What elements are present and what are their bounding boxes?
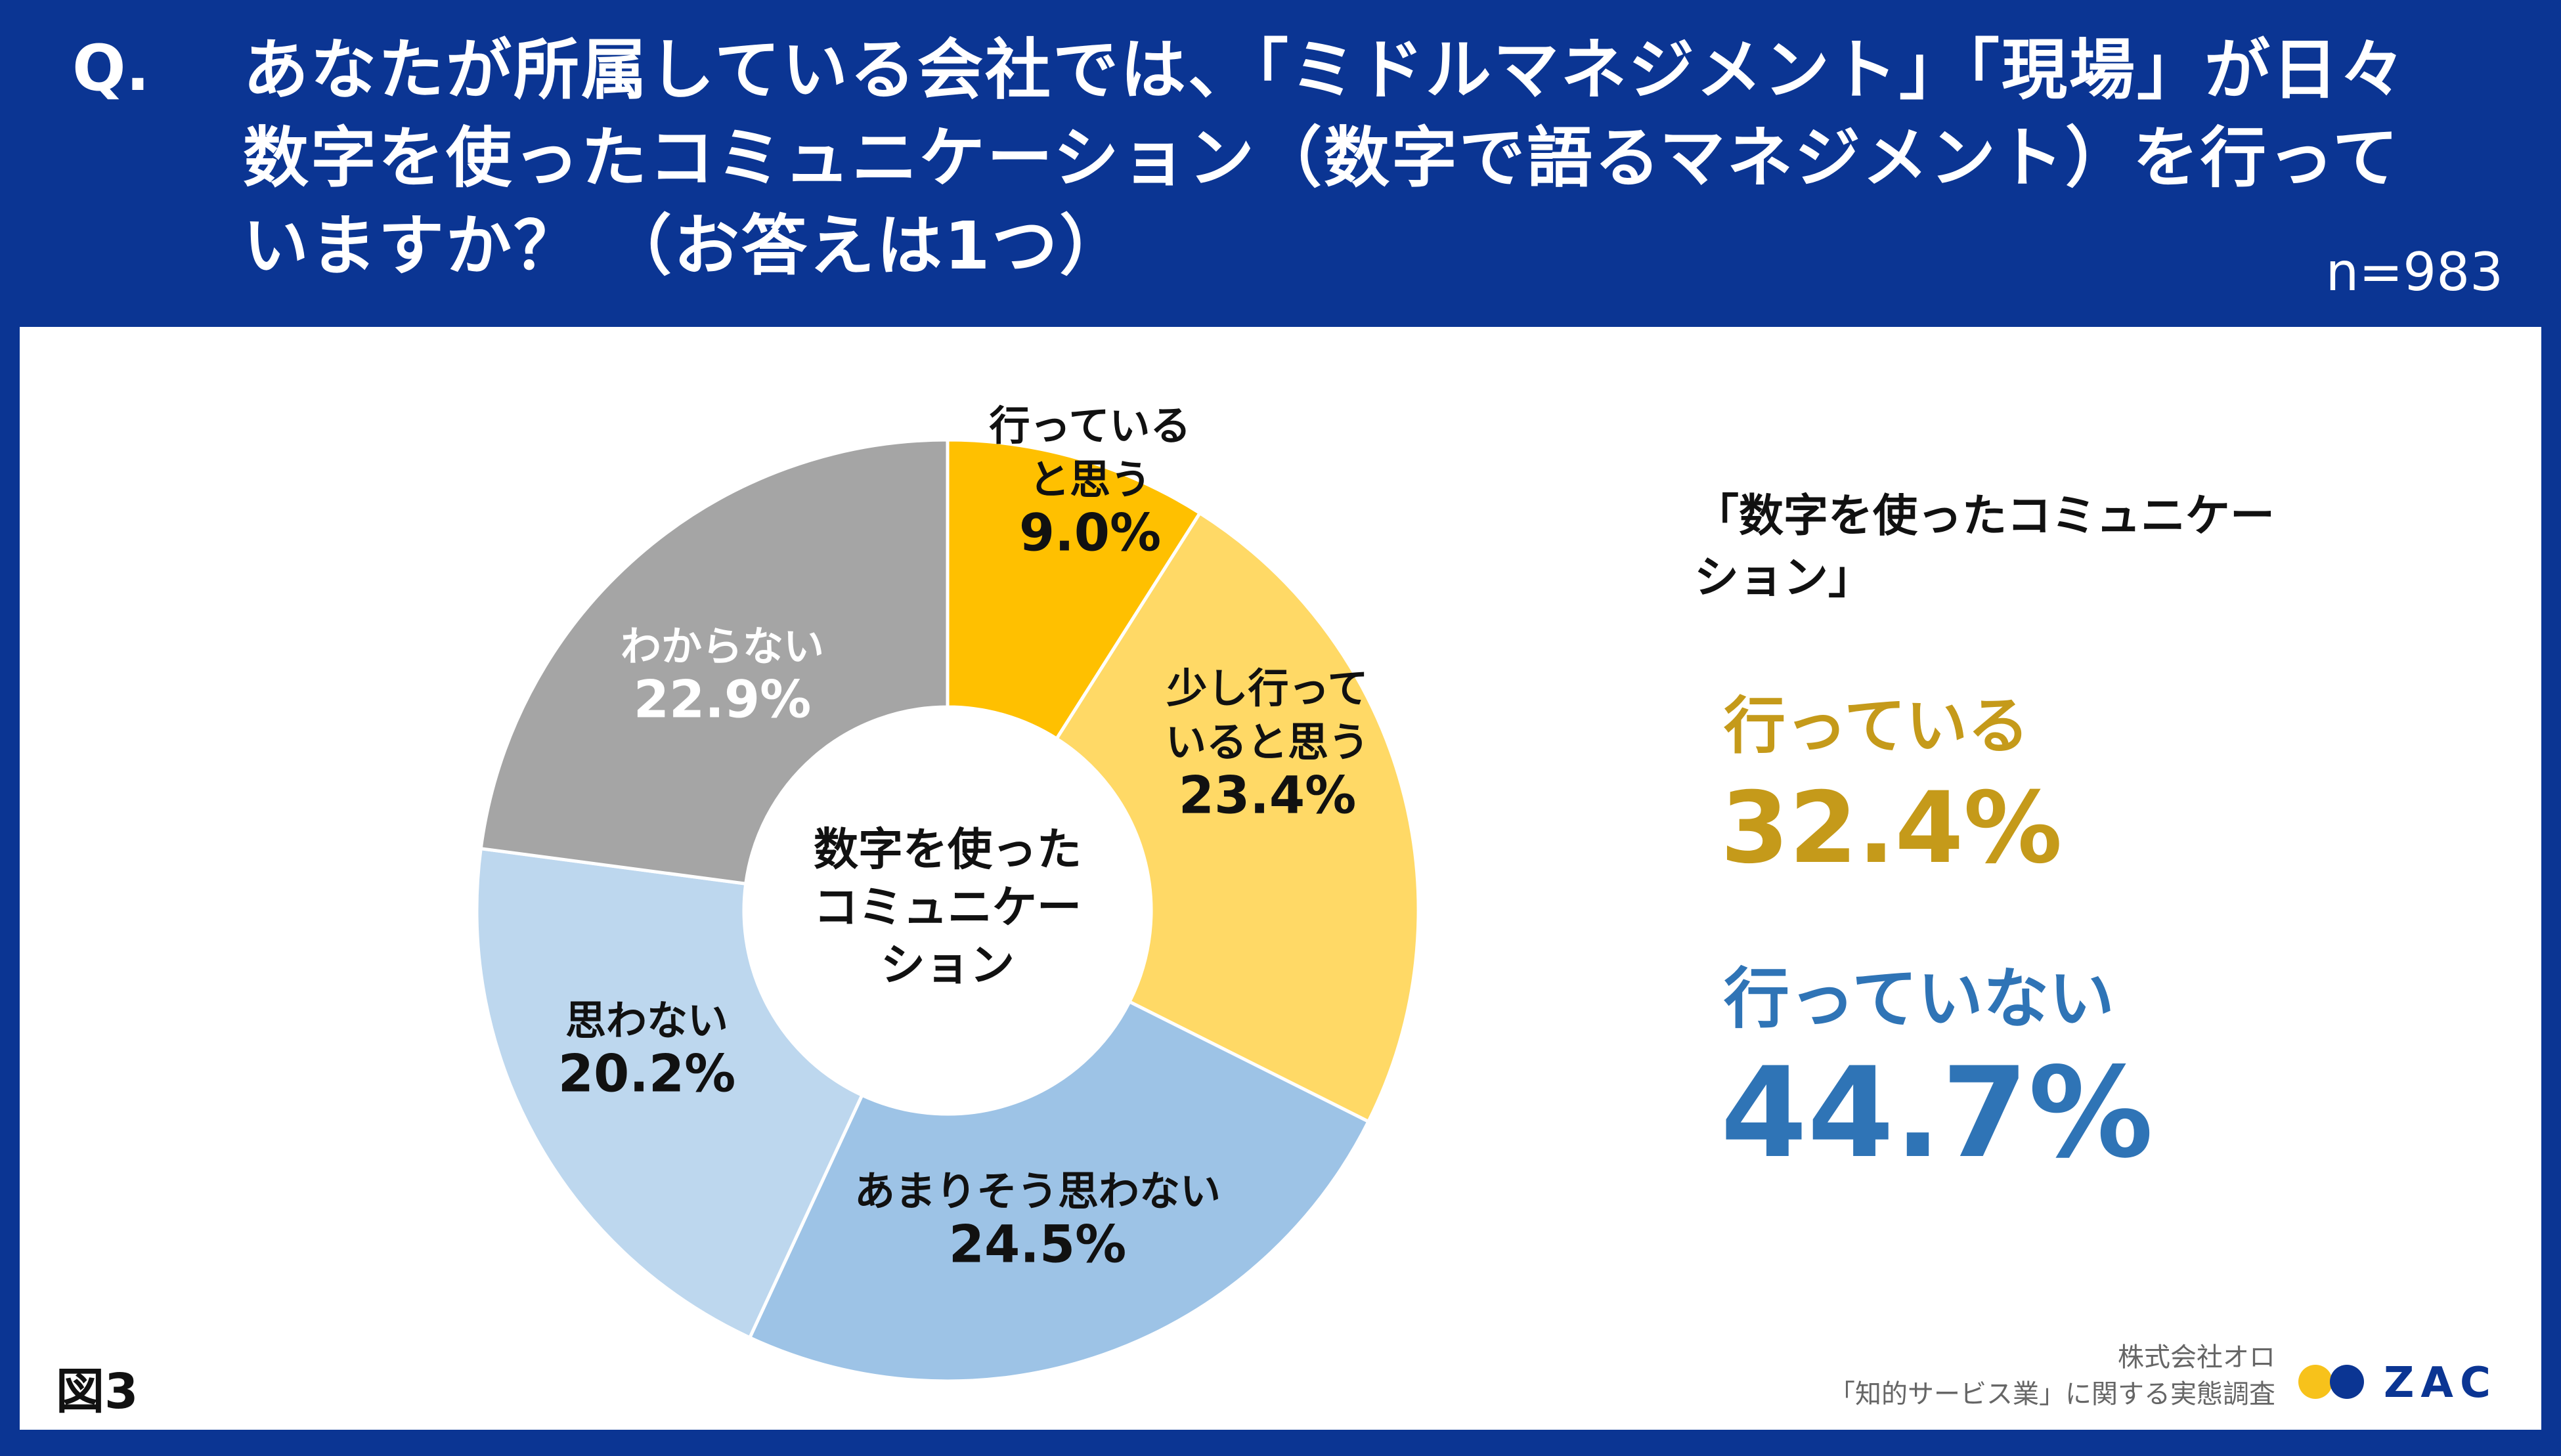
question-header: Q. あなたが所属している会社では、「ミドルマネジメント」「現場」が日々数字を使… bbox=[0, 0, 2561, 322]
slice-1-label: いると思う bbox=[1166, 718, 1369, 766]
slice-4-label: わからない bbox=[621, 622, 824, 670]
question-text: あなたが所属している会社では、「ミドルマネジメント」「現場」が日々数字を使ったコ… bbox=[243, 32, 2407, 284]
source-survey: 「知的サービス業」に関する実態調査 bbox=[1829, 1379, 2275, 1409]
slice-2-label: あまりそう思わない bbox=[854, 1167, 1221, 1215]
slice-0-label: と思う bbox=[1029, 456, 1151, 503]
slice-3-value: 20.2% bbox=[558, 1044, 736, 1103]
slice-2-value: 24.5% bbox=[949, 1215, 1127, 1274]
slice-2 bbox=[747, 999, 1371, 1383]
slice-3 bbox=[475, 846, 865, 1340]
logo-text: ZAC bbox=[2384, 1359, 2497, 1407]
sample-size: n=983 bbox=[2325, 242, 2503, 303]
figure-number: 図3 bbox=[56, 1363, 139, 1420]
summary-no-value: 44.7% bbox=[1720, 1040, 2154, 1186]
center-label: 数字を使った bbox=[814, 824, 1082, 876]
slice-3-label: 思わない bbox=[565, 996, 728, 1044]
slice-1-value: 23.4% bbox=[1179, 766, 1357, 825]
logo-blue-dot bbox=[2330, 1365, 2364, 1399]
slice-0-value: 9.0% bbox=[1019, 503, 1161, 563]
logo-yellow-dot bbox=[2298, 1365, 2332, 1399]
source-note: 株式会社オロ 「知的サービス業」に関する実態調査 bbox=[1829, 1339, 2275, 1413]
center-label: ション bbox=[881, 940, 1015, 992]
slice-4 bbox=[479, 438, 950, 886]
slice-1 bbox=[1054, 511, 1420, 1124]
slice-0-label: 行っている bbox=[990, 402, 1191, 450]
slice-0 bbox=[946, 438, 1202, 741]
source-company: 株式会社オロ bbox=[2118, 1342, 2275, 1373]
summary-title: 「数字を使ったコミュニケーション」 bbox=[1694, 490, 2275, 604]
slice-1-label: 少し行って bbox=[1167, 664, 1368, 712]
slice-4-value: 22.9% bbox=[634, 670, 812, 729]
summary-yes-label: 行っている bbox=[1724, 691, 2030, 762]
question-mark: Q. bbox=[72, 32, 150, 105]
zac-logo: ZAC bbox=[2298, 1359, 2508, 1407]
summary-no-label: 行っていない bbox=[1724, 960, 2114, 1037]
summary-yes-value: 32.4% bbox=[1720, 771, 2063, 886]
center-label: コミュニケー bbox=[814, 882, 1082, 934]
